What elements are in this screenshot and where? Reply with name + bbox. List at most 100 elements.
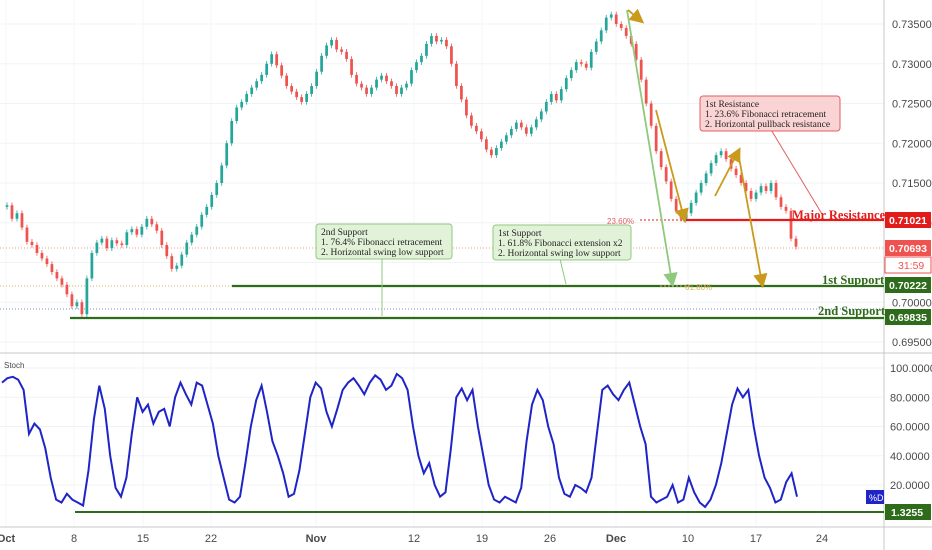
candle bbox=[150, 215, 154, 228]
time-tick-label: Oct bbox=[0, 533, 16, 545]
first-support-price-tag: 0.70222 bbox=[885, 277, 931, 293]
candle bbox=[105, 235, 109, 251]
candle bbox=[325, 42, 328, 59]
candle bbox=[524, 124, 528, 137]
resistance-price-tag: 0.71021 bbox=[885, 212, 931, 228]
candle bbox=[180, 251, 184, 269]
candle bbox=[340, 46, 343, 55]
candle bbox=[50, 261, 54, 275]
time-tick-label: 12 bbox=[408, 533, 420, 545]
candle bbox=[390, 78, 393, 89]
stoch-level-tag: 1.3255 bbox=[885, 504, 931, 520]
candle bbox=[539, 108, 543, 123]
candle bbox=[160, 227, 164, 248]
candle bbox=[569, 67, 573, 81]
candle bbox=[85, 275, 89, 317]
stoch-tick-label: 40.0000 bbox=[890, 451, 930, 463]
candle bbox=[295, 88, 299, 100]
first-support-annotation-title: 1st Support bbox=[498, 229, 542, 239]
candle bbox=[704, 170, 708, 186]
candle bbox=[395, 83, 398, 97]
resistance-callout-line bbox=[769, 127, 823, 215]
price-tick-label: 0.72500 bbox=[892, 99, 932, 111]
candle bbox=[609, 11, 613, 21]
candle bbox=[465, 96, 468, 119]
first-support-annotation: 1st Support 1. 61.8% Fibonacci extension… bbox=[492, 224, 632, 261]
candle bbox=[634, 41, 638, 63]
candle bbox=[320, 53, 323, 75]
time-tick-label: Dec bbox=[606, 533, 626, 545]
orange-down-arrow-2 bbox=[737, 151, 768, 289]
candle bbox=[445, 37, 448, 50]
time-tick-label: 10 bbox=[682, 533, 694, 545]
candle bbox=[170, 253, 174, 272]
candle bbox=[619, 21, 623, 31]
candle bbox=[599, 27, 603, 45]
candle bbox=[460, 83, 463, 103]
candle bbox=[485, 136, 488, 153]
stoch-tick-label: 80.0000 bbox=[890, 392, 930, 404]
stoch-level-tag-text: 1.3255 bbox=[891, 507, 923, 519]
candle bbox=[509, 126, 513, 139]
candle bbox=[514, 119, 518, 132]
stoch-tick-label: 20.0000 bbox=[890, 480, 930, 492]
candle bbox=[584, 60, 588, 71]
candle bbox=[714, 152, 718, 166]
first-support-callout-line bbox=[559, 258, 567, 285]
current-price-tag: 0.70693 bbox=[885, 240, 931, 256]
fib-618-label: 61.80% bbox=[685, 283, 712, 292]
candle bbox=[579, 59, 583, 67]
stoch-tick-label: 100.0000 bbox=[890, 363, 932, 375]
candle bbox=[769, 180, 773, 194]
candle bbox=[754, 189, 758, 202]
second-support-label: 2nd Support bbox=[818, 304, 886, 318]
price-axis-ticks: 0.73500 0.73000 0.72500 0.72000 0.71500 0.710… bbox=[892, 19, 932, 349]
candle bbox=[644, 76, 648, 107]
candle bbox=[260, 72, 264, 85]
time-tick-label: Nov bbox=[306, 533, 328, 545]
resistance-annotation-line2: 2. Horizontal pullback resistance bbox=[705, 120, 830, 130]
candle bbox=[75, 299, 79, 310]
candle bbox=[440, 37, 443, 45]
candle bbox=[225, 140, 229, 169]
stoch-grid bbox=[0, 367, 884, 486]
candle bbox=[140, 223, 144, 238]
candle bbox=[490, 146, 493, 158]
candle bbox=[779, 194, 783, 210]
orange-up-arrow-1 bbox=[627, 8, 645, 24]
candle bbox=[115, 237, 119, 247]
candle bbox=[559, 86, 563, 104]
candle bbox=[100, 235, 104, 246]
candle bbox=[305, 91, 308, 105]
candle bbox=[400, 84, 403, 97]
candle bbox=[784, 204, 788, 214]
resistance-annotation-line1: 1. 23.6% Fibonacci retracement bbox=[705, 110, 826, 120]
candle bbox=[200, 212, 204, 230]
first-support-price-tag-text: 0.70222 bbox=[889, 280, 927, 292]
candle bbox=[145, 215, 149, 230]
candle bbox=[495, 145, 498, 158]
candle bbox=[564, 75, 568, 92]
candle bbox=[480, 128, 483, 143]
candle bbox=[385, 72, 388, 85]
candle bbox=[544, 99, 548, 115]
time-tick-label: 22 bbox=[205, 533, 217, 545]
time-tick-label: 26 bbox=[544, 533, 556, 545]
candle bbox=[135, 226, 139, 238]
candle bbox=[749, 188, 753, 202]
time-tick-label: 8 bbox=[71, 533, 77, 545]
candle bbox=[475, 122, 478, 135]
candle bbox=[15, 210, 19, 222]
candle bbox=[430, 33, 433, 47]
candle bbox=[375, 76, 378, 91]
candle bbox=[529, 124, 533, 137]
orange-up-arrow-2 bbox=[714, 147, 741, 197]
candle bbox=[425, 41, 428, 59]
resistance-price-tag-text: 0.71021 bbox=[889, 215, 927, 227]
candle bbox=[689, 200, 693, 216]
candle bbox=[370, 84, 373, 97]
candle bbox=[60, 275, 64, 288]
candle bbox=[265, 60, 269, 78]
candle bbox=[380, 72, 383, 83]
